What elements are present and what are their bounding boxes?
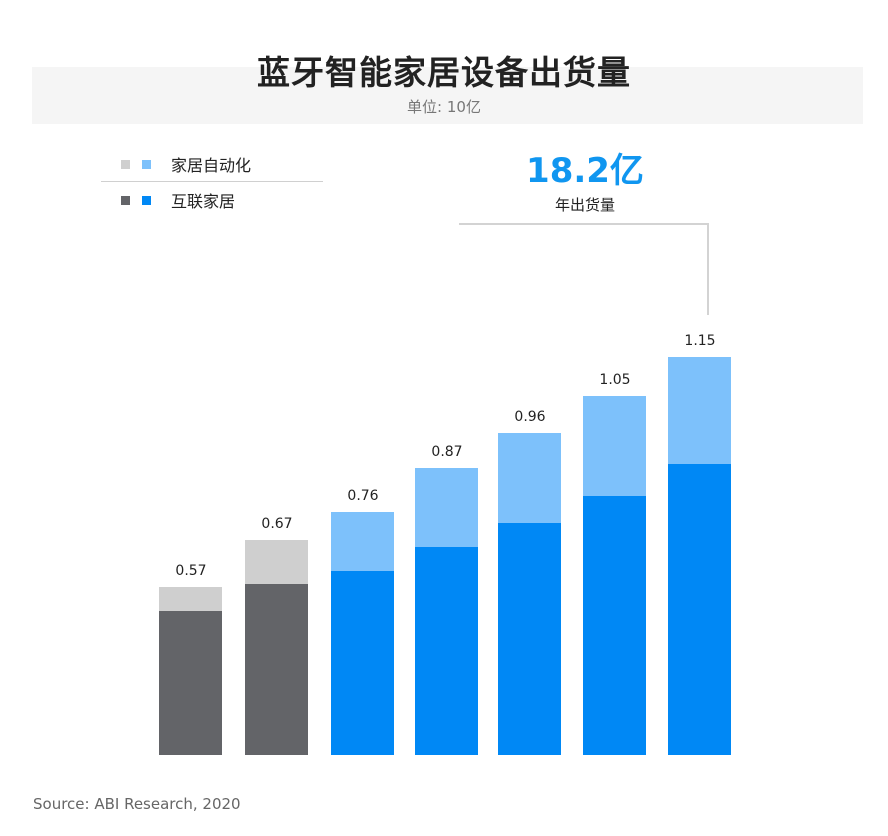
bar-segment-connected-home	[415, 547, 478, 755]
legend-swatch-gray-icon	[121, 159, 130, 169]
bar-segment-home-automation	[415, 468, 478, 547]
bar-value-label: 1.05	[599, 372, 631, 388]
bar-segment-home-automation	[583, 396, 646, 496]
legend-swatch-blue-icon	[142, 159, 151, 169]
bar-2	[245, 540, 308, 755]
bar-value-label: 1.15	[684, 333, 716, 349]
bar-segment-home-automation	[159, 587, 222, 611]
legend-item-home-automation: 家居自动化	[121, 154, 252, 175]
title-band	[32, 67, 863, 124]
callout-bracket-horizontal	[459, 223, 709, 225]
bar-3	[331, 512, 394, 755]
legend-item-connected-home: 互联家居	[121, 190, 236, 211]
callout-bracket-vertical	[707, 223, 709, 315]
callout-label: 年出货量	[554, 196, 615, 214]
callout-value: 18.2亿	[526, 151, 644, 191]
bar-value-label: 0.96	[514, 409, 546, 425]
bar-value-label: 0.87	[431, 444, 463, 460]
bar-segment-home-automation	[668, 357, 731, 464]
bar-segment-connected-home	[498, 523, 561, 755]
legend-label: 家居自动化	[171, 156, 252, 175]
legend-swatch-gray-icon	[121, 195, 130, 205]
bar-segment-connected-home	[159, 611, 222, 755]
legend-divider	[101, 181, 323, 182]
chart-unit: 单位: 10亿	[407, 98, 481, 116]
bar-segment-home-automation	[245, 540, 308, 584]
bar-7	[668, 357, 731, 755]
bar-value-label: 0.67	[261, 516, 293, 532]
source-note: Source: ABI Research, 2020	[33, 795, 241, 813]
bar-5	[498, 433, 561, 755]
bar-6	[583, 396, 646, 755]
legend-label: 互联家居	[171, 192, 236, 211]
chart-title: 蓝牙智能家居设备出货量	[257, 53, 631, 92]
bar-segment-home-automation	[331, 512, 394, 571]
bar-value-label: 0.76	[347, 488, 379, 504]
bar-value-label: 0.57	[175, 563, 207, 579]
bar-1	[159, 587, 222, 755]
bar-4	[415, 468, 478, 755]
legend-swatch-blue-icon	[142, 195, 151, 205]
bar-segment-home-automation	[498, 433, 561, 523]
bar-segment-connected-home	[668, 464, 731, 755]
bar-segment-connected-home	[583, 496, 646, 755]
bar-segment-connected-home	[245, 584, 308, 755]
bar-segment-connected-home	[331, 571, 394, 755]
